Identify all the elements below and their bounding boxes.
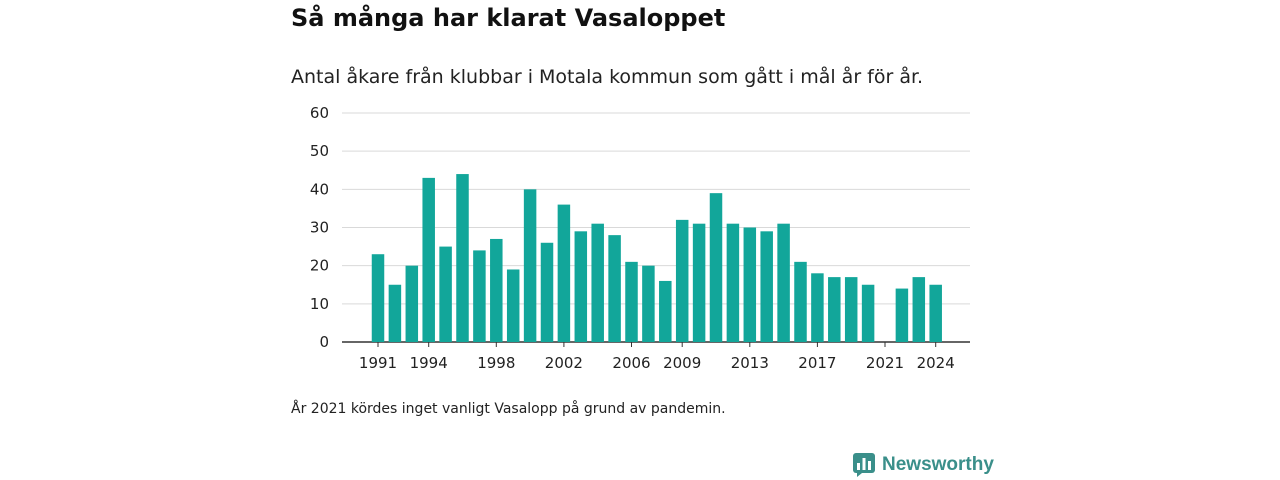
bar-2001 bbox=[540, 242, 554, 342]
bar-2007 bbox=[642, 265, 655, 342]
y-tick-label: 40 bbox=[310, 180, 329, 198]
y-tick-label: 0 bbox=[319, 333, 329, 351]
bar-2023 bbox=[912, 277, 926, 342]
bar-2015 bbox=[777, 223, 790, 342]
bar-2002 bbox=[557, 204, 571, 342]
bar-2008 bbox=[659, 280, 672, 342]
brand-name: Newsworthy bbox=[882, 454, 994, 475]
bar-1997 bbox=[473, 250, 486, 342]
bar-1991 bbox=[371, 254, 385, 342]
bar-2004 bbox=[591, 223, 604, 342]
bar-1999 bbox=[506, 269, 520, 342]
bar-1993 bbox=[405, 265, 419, 342]
x-tick-label: 2009 bbox=[663, 354, 701, 372]
bar-2019 bbox=[844, 277, 858, 342]
x-tick-label: 1994 bbox=[410, 354, 448, 372]
bar-2020 bbox=[861, 284, 875, 342]
bar-2012 bbox=[726, 223, 740, 342]
bar-2005 bbox=[608, 235, 621, 342]
y-tick-label: 60 bbox=[310, 104, 329, 122]
newsworthy-logo-icon bbox=[853, 453, 875, 477]
bar-1996 bbox=[456, 174, 469, 342]
bar-2018 bbox=[828, 277, 841, 342]
chart-title: Så många har klarat Vasaloppet bbox=[291, 4, 726, 32]
y-tick-label: 20 bbox=[310, 257, 329, 275]
bar-1998 bbox=[490, 238, 503, 342]
x-axis-ticks: 1991 1994 1998 2002 2006 2009 2013 2017 2021 2024 bbox=[359, 342, 955, 372]
bars bbox=[371, 174, 942, 342]
bar-2024 bbox=[929, 284, 942, 342]
bar-2014 bbox=[760, 231, 773, 342]
bar-2017 bbox=[811, 273, 824, 342]
bar-chart: 0 10 20 30 40 50 60 1991 1994 1998 2002 2006 2009 20… bbox=[310, 104, 970, 372]
y-tick-label: 50 bbox=[310, 142, 329, 160]
bar-1992 bbox=[388, 284, 402, 342]
bar-1995 bbox=[439, 246, 452, 342]
y-axis-ticks: 0 10 20 30 40 50 60 bbox=[310, 104, 329, 351]
bar-2003 bbox=[574, 231, 588, 342]
y-tick-label: 30 bbox=[310, 219, 329, 237]
x-tick-label: 2006 bbox=[612, 354, 650, 372]
x-tick-label: 2017 bbox=[798, 354, 836, 372]
x-tick-label: 2024 bbox=[917, 354, 955, 372]
bar-2011 bbox=[709, 193, 723, 342]
bar-1994 bbox=[422, 177, 435, 342]
bar-2016 bbox=[794, 261, 807, 342]
bar-2022 bbox=[895, 288, 909, 342]
x-tick-label: 1991 bbox=[359, 354, 397, 372]
x-tick-label: 2013 bbox=[731, 354, 769, 372]
bar-2009 bbox=[675, 219, 689, 342]
bar-2006 bbox=[625, 261, 638, 342]
gridlines bbox=[342, 112, 970, 343]
bar-2013 bbox=[743, 227, 757, 342]
x-tick-label: 1998 bbox=[477, 354, 515, 372]
footnote: År 2021 kördes inget vanligt Vasalopp på… bbox=[291, 401, 726, 417]
chart-subtitle: Antal åkare från klubbar i Motala kommun… bbox=[291, 66, 924, 88]
bar-2010 bbox=[692, 223, 706, 342]
x-tick-label: 2021 bbox=[866, 354, 904, 372]
y-tick-label: 10 bbox=[310, 295, 329, 313]
x-tick-label: 2002 bbox=[545, 354, 583, 372]
brand-logo[interactable]: Newsworthy bbox=[852, 452, 994, 478]
bar-2000 bbox=[523, 189, 537, 342]
